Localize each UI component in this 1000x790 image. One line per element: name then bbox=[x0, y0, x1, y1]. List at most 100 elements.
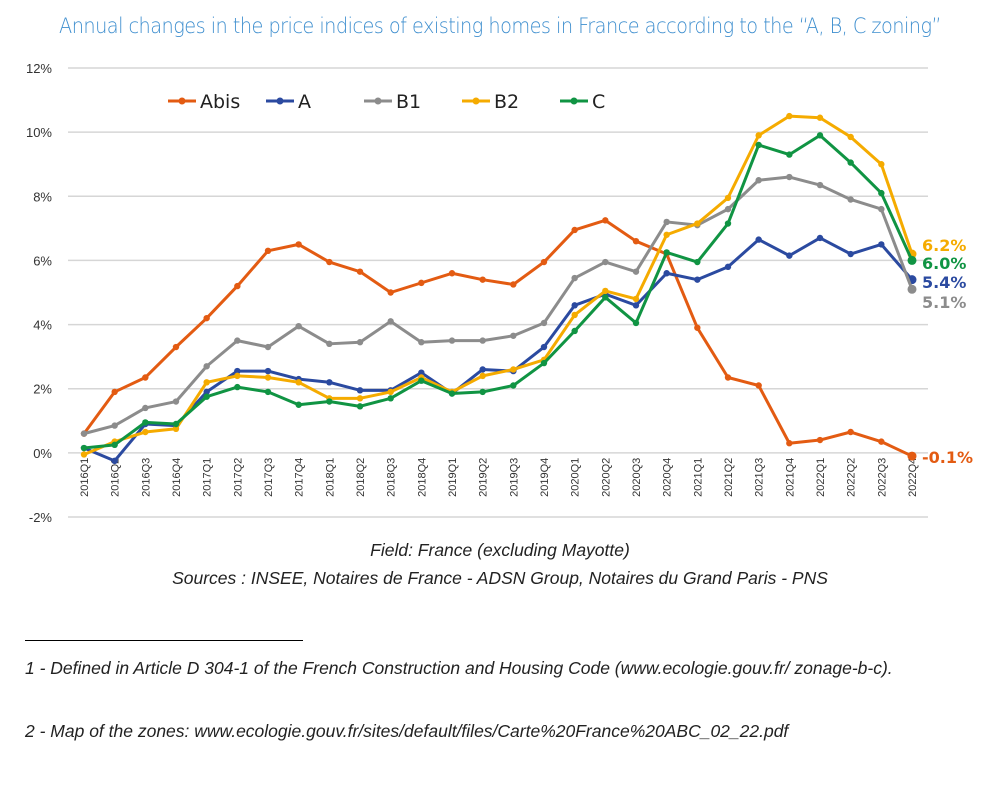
data-point-abis bbox=[878, 438, 885, 445]
data-point-b1 bbox=[326, 340, 333, 348]
x-tick-label: 2018Q1 bbox=[324, 458, 336, 497]
footnote-2: 2 - Map of the zones: www.ecologie.gouv.… bbox=[25, 721, 789, 741]
data-point-b1 bbox=[847, 196, 854, 203]
data-point-b2 bbox=[816, 114, 824, 121]
legend-marker-c bbox=[570, 97, 578, 105]
data-point-abis bbox=[847, 428, 854, 436]
data-point-a bbox=[755, 236, 762, 243]
data-point-abis bbox=[295, 241, 302, 248]
data-point-abis bbox=[786, 440, 793, 447]
data-point-abis bbox=[111, 388, 118, 396]
data-point-b1 bbox=[234, 337, 241, 344]
data-point-b1 bbox=[448, 337, 456, 344]
data-point-a bbox=[847, 250, 854, 258]
data-point-c bbox=[234, 383, 241, 391]
data-point-a bbox=[356, 387, 364, 394]
data-point-b1 bbox=[878, 205, 885, 213]
y-tick-label: -2% bbox=[29, 510, 53, 525]
data-point-b2 bbox=[80, 451, 88, 458]
data-point-a bbox=[724, 263, 732, 271]
data-point-abis bbox=[907, 451, 917, 461]
x-tick-label: 2020Q2 bbox=[600, 458, 612, 497]
x-tick-label: 2017Q3 bbox=[263, 458, 275, 497]
y-tick-label: 8% bbox=[33, 189, 52, 204]
series-line-b2 bbox=[83, 114, 914, 456]
x-tick-label: 2022Q3 bbox=[876, 458, 888, 497]
x-tick-label: 2018Q2 bbox=[355, 458, 367, 497]
data-point-b1 bbox=[540, 319, 548, 327]
data-point-b2 bbox=[295, 379, 302, 386]
legend-marker-abis bbox=[178, 97, 186, 105]
x-tick-label: 2019Q4 bbox=[539, 458, 551, 497]
data-point-a bbox=[878, 241, 885, 248]
data-point-b1 bbox=[418, 339, 425, 346]
x-tick-label: 2021Q2 bbox=[723, 458, 735, 497]
legend-marker-b1 bbox=[374, 97, 382, 105]
y-tick-label: 0% bbox=[33, 446, 52, 461]
chart-title: Annual changes in the price indices of e… bbox=[59, 14, 941, 38]
legend-label-a: A bbox=[298, 91, 311, 113]
series-line-b1 bbox=[83, 175, 914, 436]
series-line-c bbox=[83, 133, 914, 450]
data-point-a bbox=[540, 343, 548, 351]
end-label-abis: -0.1% bbox=[922, 448, 973, 467]
data-point-abis bbox=[540, 258, 548, 266]
legend-marker-a bbox=[276, 97, 284, 105]
data-point-b1 bbox=[142, 404, 149, 412]
data-point-c bbox=[632, 319, 640, 327]
data-point-abis bbox=[234, 282, 241, 290]
x-tick-label: 2020Q4 bbox=[662, 458, 674, 497]
x-tick-label: 2017Q1 bbox=[202, 458, 214, 497]
data-point-b2 bbox=[632, 295, 640, 303]
x-tick-label: 2016Q3 bbox=[140, 458, 152, 497]
y-tick-label: 2% bbox=[33, 382, 52, 397]
data-point-b1 bbox=[203, 363, 210, 370]
end-label-a: 5.4% bbox=[922, 273, 966, 292]
data-point-b2 bbox=[234, 372, 241, 380]
data-point-b1 bbox=[602, 258, 609, 266]
field-caption: Field: France (excluding Mayotte) bbox=[370, 540, 630, 560]
data-point-b2 bbox=[878, 161, 885, 168]
data-point-abis bbox=[172, 343, 180, 351]
data-point-b2 bbox=[602, 287, 609, 295]
data-point-b1 bbox=[172, 398, 180, 405]
x-tick-label: 2017Q2 bbox=[232, 458, 244, 497]
line-chart: -2% 0% 2% 4% 6% 8% 10% 12% 2016Q1 2016Q2 2016Q3 201… bbox=[26, 61, 973, 525]
data-point-a bbox=[234, 367, 241, 375]
x-tick-label: 2016Q4 bbox=[171, 458, 183, 497]
data-point-b2 bbox=[510, 366, 517, 373]
data-point-c bbox=[786, 151, 793, 158]
y-tick-label: 12% bbox=[26, 61, 52, 76]
x-tick-label: 2021Q3 bbox=[754, 458, 766, 497]
data-point-abis bbox=[724, 374, 732, 381]
data-point-abis bbox=[694, 324, 701, 331]
x-tick-label: 2019Q3 bbox=[508, 458, 520, 497]
data-point-abis bbox=[479, 276, 486, 283]
legend-label-b1: B1 bbox=[396, 91, 421, 113]
data-point-abis bbox=[387, 289, 394, 296]
data-point-a bbox=[694, 276, 701, 283]
x-tick-label: 2019Q1 bbox=[447, 458, 459, 497]
data-point-b1 bbox=[356, 339, 364, 346]
data-point-a bbox=[203, 388, 210, 396]
data-point-a bbox=[111, 457, 118, 465]
x-tick-label: 2022Q4 bbox=[907, 458, 919, 497]
series-line-abis bbox=[82, 218, 913, 458]
data-point-c bbox=[663, 249, 670, 256]
data-point-b1 bbox=[387, 318, 394, 325]
y-tick-label: 6% bbox=[33, 253, 52, 268]
data-point-c bbox=[724, 220, 732, 227]
data-point-b2 bbox=[172, 425, 180, 433]
data-point-b2 bbox=[786, 112, 793, 120]
data-point-c bbox=[540, 359, 548, 367]
y-tick-label: 10% bbox=[26, 125, 52, 140]
data-point-abis bbox=[448, 270, 456, 277]
data-point-c bbox=[80, 444, 88, 452]
data-point-b2 bbox=[663, 231, 670, 238]
data-point-b1 bbox=[907, 284, 917, 294]
series-line-a bbox=[83, 236, 914, 463]
data-point-a bbox=[418, 369, 425, 376]
data-point-b2 bbox=[724, 194, 732, 202]
data-point-b2 bbox=[694, 220, 701, 227]
data-point-b2 bbox=[203, 379, 210, 386]
